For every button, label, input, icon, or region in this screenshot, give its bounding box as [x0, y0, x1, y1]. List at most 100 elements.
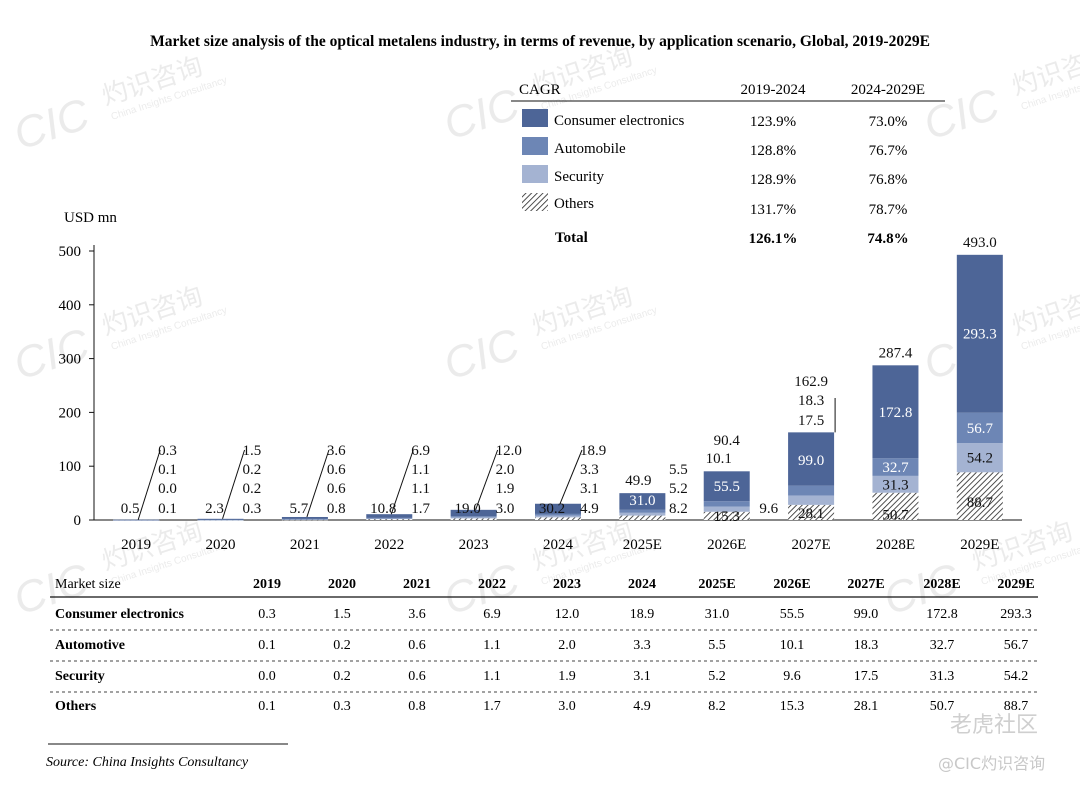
label-automobile: 18.3 — [798, 393, 824, 409]
leader-line — [559, 449, 583, 504]
table-header-year: 2020 — [328, 577, 356, 592]
y-tick-label: 400 — [59, 298, 82, 314]
label-automobile: 32.7 — [882, 460, 909, 476]
label-automobile: 5.5 — [669, 462, 688, 478]
y-tick-label: 500 — [59, 244, 82, 260]
bar-others — [450, 518, 497, 520]
bar-security — [956, 443, 1003, 473]
bar-consumer — [113, 519, 160, 521]
label-others: 88.7 — [967, 495, 994, 511]
x-tick-label: 2029E — [960, 537, 999, 553]
table-cell: 1.1 — [483, 638, 501, 653]
table-cell: 31.3 — [930, 669, 955, 684]
label-consumer: 0.3 — [158, 443, 177, 459]
table-header-year: 2024 — [628, 577, 656, 592]
label-others: 0.8 — [327, 501, 346, 517]
label-automobile: 0.2 — [243, 462, 262, 478]
label-consumer: 18.9 — [580, 443, 606, 459]
bar-automobile — [281, 518, 328, 520]
table-cell: 88.7 — [1004, 699, 1029, 714]
bar-others — [535, 517, 581, 520]
table-cell: 3.0 — [558, 699, 576, 714]
table-cell: 54.2 — [1004, 669, 1029, 684]
legend-cagr2-consumer: 73.0% — [869, 114, 908, 130]
table-cell: 17.5 — [854, 669, 879, 684]
total-label: 19.0 — [455, 501, 481, 517]
label-consumer: 6.9 — [411, 443, 430, 459]
label-automobile: 10.1 — [706, 451, 732, 467]
table-row-name: Consumer electronics — [55, 607, 185, 622]
bar-consumer — [703, 471, 750, 502]
label-others: 50.7 — [882, 507, 909, 523]
total-label: 0.5 — [121, 501, 140, 517]
leader-line — [137, 449, 161, 520]
table-cell: 0.3 — [258, 607, 276, 622]
x-tick-label: 2027E — [792, 537, 831, 553]
bar-consumer — [197, 518, 244, 520]
y-tick-label: 200 — [59, 405, 82, 421]
bar-others — [619, 515, 666, 520]
table-cell: 3.3 — [633, 638, 651, 653]
table-cell: 0.0 — [258, 669, 276, 684]
label-security: 0.2 — [243, 481, 262, 497]
table-cell: 56.7 — [1004, 638, 1029, 653]
bar-others — [788, 504, 835, 520]
label-consumer: 3.6 — [327, 443, 346, 459]
table-row: Automotive 0.1 0.2 0.6 1.1 2.0 3.3 5.5 10.1 18.3 3… — [50, 638, 1038, 662]
x-tick-label: 2024 — [543, 537, 574, 553]
x-tick-label: 2021 — [290, 537, 320, 553]
table-header-year: 2022 — [478, 577, 506, 592]
leader-line — [390, 449, 414, 515]
table-header-year: 2028E — [923, 577, 960, 592]
legend-swatch-automobile — [522, 137, 548, 155]
table-row: Consumer electronics 0.3 1.5 3.6 6.9 12.0 18.9… — [50, 607, 1038, 631]
label-consumer: 12.0 — [496, 443, 522, 459]
table-cell: 9.6 — [783, 669, 801, 684]
label-security: 54.2 — [967, 451, 993, 467]
bar-others — [281, 519, 328, 521]
handle-watermark: @CIC灼识咨询 — [938, 754, 1045, 773]
bar-others — [703, 511, 750, 520]
table-cell: 4.9 — [633, 699, 651, 714]
y-tick-label: 100 — [59, 459, 82, 475]
total-label: 30.2 — [539, 501, 565, 517]
table-cell: 0.2 — [333, 638, 351, 653]
table-cell: 0.6 — [408, 638, 426, 653]
label-others: 0.3 — [243, 501, 262, 517]
label-security: 31.3 — [882, 477, 908, 493]
table-cell: 28.1 — [854, 699, 879, 714]
total-label: 49.9 — [625, 473, 651, 489]
watermark-latin: CIC — [438, 79, 526, 149]
label-security: 0.0 — [158, 481, 177, 497]
table-cell: 0.1 — [258, 638, 276, 653]
label-others: 8.2 — [669, 501, 688, 517]
label-others: 15.3 — [714, 509, 740, 525]
bar-consumer — [450, 509, 497, 517]
label-security: 9.6 — [759, 501, 778, 517]
legend-swatch-others — [522, 193, 548, 211]
table-cell: 31.0 — [705, 607, 730, 622]
bar-consumer — [619, 493, 666, 510]
table-header-year: 2026E — [773, 577, 810, 592]
table-cell: 1.7 — [483, 699, 501, 714]
bar-security — [366, 518, 413, 520]
bar-security — [619, 512, 666, 516]
bar-automobile — [450, 516, 497, 518]
bar-consumer — [872, 365, 919, 459]
table-cell: 0.1 — [258, 699, 276, 714]
x-tick-label: 2025E — [623, 537, 662, 553]
label-automobile: 3.3 — [580, 462, 599, 478]
forum-watermark: 老虎社区 — [950, 713, 1038, 738]
label-consumer: 1.5 — [243, 443, 262, 459]
table-cell: 15.3 — [780, 699, 805, 714]
y-tick-label: 300 — [59, 352, 82, 368]
table-cell: 1.9 — [558, 669, 576, 684]
x-tick-label: 2028E — [876, 537, 915, 553]
table-header-year: 2025E — [698, 577, 735, 592]
label-automobile: 0.6 — [327, 462, 346, 478]
table-cell: 0.2 — [333, 669, 351, 684]
bar-security — [535, 515, 581, 518]
x-tick-label: 2019 — [121, 537, 151, 553]
